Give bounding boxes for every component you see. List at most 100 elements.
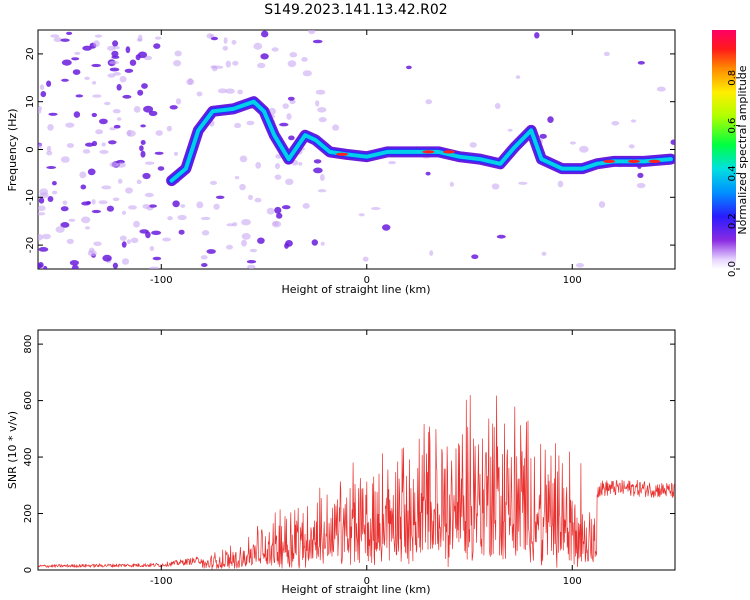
speckle <box>46 166 57 169</box>
speckle <box>119 75 127 83</box>
speckle <box>41 233 51 240</box>
colorbar-tick-label: 0.4 <box>727 165 738 181</box>
speckle <box>38 234 43 241</box>
speckle <box>125 187 133 194</box>
speckle <box>82 149 91 154</box>
speckle <box>50 34 60 38</box>
speckle <box>101 185 112 190</box>
speckle <box>39 84 45 90</box>
speckle <box>99 118 108 125</box>
speckle <box>43 265 48 269</box>
speckle <box>206 249 216 254</box>
speckle <box>133 220 140 228</box>
speckle <box>91 209 101 214</box>
speckle <box>630 119 637 123</box>
speckle <box>180 204 186 208</box>
speckle <box>62 200 68 205</box>
speckle <box>248 194 253 200</box>
speckle <box>112 40 119 47</box>
speckle <box>60 38 70 42</box>
speckle <box>425 171 431 176</box>
speckle <box>301 57 308 62</box>
speckle <box>266 207 275 215</box>
speckle <box>79 171 87 179</box>
y-tick-label: 800 <box>23 335 34 354</box>
speckle <box>121 258 130 265</box>
speckle <box>231 39 237 45</box>
speckle <box>539 133 547 139</box>
speckle <box>196 91 203 97</box>
y-tick-label: 20 <box>25 48 36 61</box>
speckle <box>117 117 122 121</box>
speckle <box>287 96 295 101</box>
x-tick-label: 0 <box>364 275 370 286</box>
speckle <box>388 161 396 165</box>
x-tick-label: 0 <box>364 576 370 587</box>
speckle <box>144 161 155 165</box>
speckle <box>289 52 298 58</box>
x-tick-label: 100 <box>563 275 582 286</box>
speckle <box>234 176 240 180</box>
speckle <box>119 235 127 241</box>
colorbar-tick-label: 0.2 <box>727 213 738 229</box>
x-tick-label: -100 <box>150 275 173 286</box>
speckle <box>153 43 161 49</box>
speckle <box>38 143 43 149</box>
speckle <box>66 31 73 35</box>
speckle <box>257 237 265 244</box>
speckle <box>92 94 102 98</box>
speckle <box>217 88 228 94</box>
speckle <box>178 229 185 235</box>
speckle <box>313 159 322 164</box>
speckle <box>276 212 283 219</box>
speckle <box>112 262 118 269</box>
speckle <box>40 91 47 98</box>
speckle <box>317 189 327 193</box>
speckle <box>239 183 246 191</box>
speckle <box>213 203 220 210</box>
speckle <box>167 216 173 221</box>
speckle <box>317 107 327 113</box>
speckle <box>285 178 294 185</box>
speckle <box>112 197 120 202</box>
speckle <box>113 46 120 50</box>
speckle <box>116 162 126 168</box>
speckle <box>429 250 434 256</box>
speckle <box>112 109 121 114</box>
speckle <box>237 89 243 95</box>
speckle <box>52 181 57 186</box>
speckle <box>449 181 454 187</box>
speckle <box>142 204 151 209</box>
speckle <box>611 121 620 126</box>
speckle <box>320 241 325 246</box>
speckle <box>85 226 90 230</box>
colorbar-gradient <box>712 30 736 269</box>
speckle <box>140 150 146 158</box>
speckle <box>38 262 44 268</box>
speckle <box>93 241 102 247</box>
speckle <box>253 42 263 50</box>
speckle <box>93 40 100 48</box>
speckle <box>541 251 547 256</box>
speckle <box>125 46 131 54</box>
speckle <box>515 75 521 79</box>
speckle <box>241 233 251 240</box>
speckle <box>175 98 182 105</box>
speckle <box>84 76 90 81</box>
speckle <box>113 72 121 76</box>
speckle <box>38 205 46 211</box>
speckle <box>494 103 501 109</box>
spectrogram-x-label: Height of straight line (km) <box>281 283 430 296</box>
speckle <box>140 124 146 128</box>
speckle <box>162 237 172 242</box>
speckle <box>656 86 666 92</box>
speckle <box>107 45 116 51</box>
y-tick-label: 200 <box>23 504 34 523</box>
snr-axes: -100 0 100 0 200 400 600 800 <box>23 330 675 587</box>
speckle <box>143 105 154 113</box>
speckle <box>109 127 116 131</box>
colorbar-tick-label: 0.6 <box>727 118 738 134</box>
colorbar-tick-label: 0.0 <box>727 261 738 277</box>
